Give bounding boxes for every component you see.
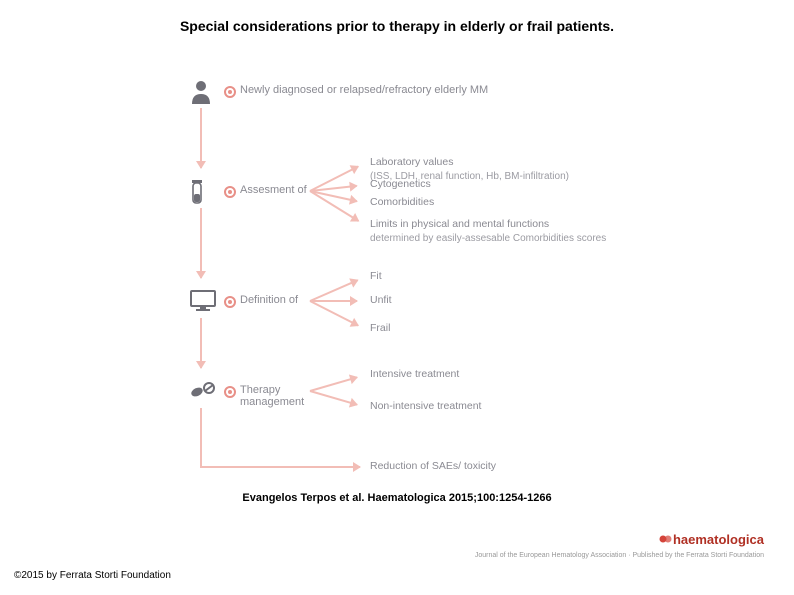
page-title: Special considerations prior to therapy …: [0, 18, 794, 34]
monitor-icon: [190, 290, 214, 314]
child-label: Non-intensive treatment: [370, 400, 670, 414]
child-label: Limits in physical and mental functionsd…: [370, 218, 670, 245]
citation: Evangelos Terpos et al. Haematologica 20…: [0, 492, 794, 504]
child-label: Cytogenetics: [370, 178, 670, 192]
bullet-icon: [224, 296, 236, 308]
child-label: Intensive treatment: [370, 368, 670, 382]
journal-logo: haematologica: [659, 532, 764, 547]
pills-icon: [190, 380, 214, 404]
copyright: ©2015 by Ferrata Storti Foundation: [14, 570, 171, 581]
child-label: Comorbidities: [370, 196, 670, 210]
down-arrow: [200, 108, 202, 168]
down-arrow: [200, 318, 202, 368]
child-label: Unfit: [370, 294, 670, 308]
child-label: Fit: [370, 270, 670, 284]
child-label: Frail: [370, 322, 670, 336]
node-label-definition: Definition of: [240, 294, 298, 306]
node-label-therapy: Therapy management: [240, 384, 318, 408]
bullet-icon: [224, 86, 236, 98]
route-right-arrow: [200, 466, 360, 468]
person-icon: [190, 80, 214, 104]
node-label-assessment: Assesment of: [240, 184, 307, 196]
bullet-icon: [224, 186, 236, 198]
journal-tagline: Journal of the European Hematology Assoc…: [475, 552, 764, 559]
route-down: [200, 408, 202, 466]
vial-icon: [190, 180, 214, 204]
final-label: Reduction of SAEs/ toxicity: [370, 460, 630, 474]
branch-arrow: [310, 300, 357, 302]
flow-diagram: Newly diagnosed or relapsed/refractory e…: [190, 80, 670, 480]
down-arrow: [200, 208, 202, 278]
bullet-icon: [224, 386, 236, 398]
node-label-diagnosis: Newly diagnosed or relapsed/refractory e…: [240, 84, 488, 96]
